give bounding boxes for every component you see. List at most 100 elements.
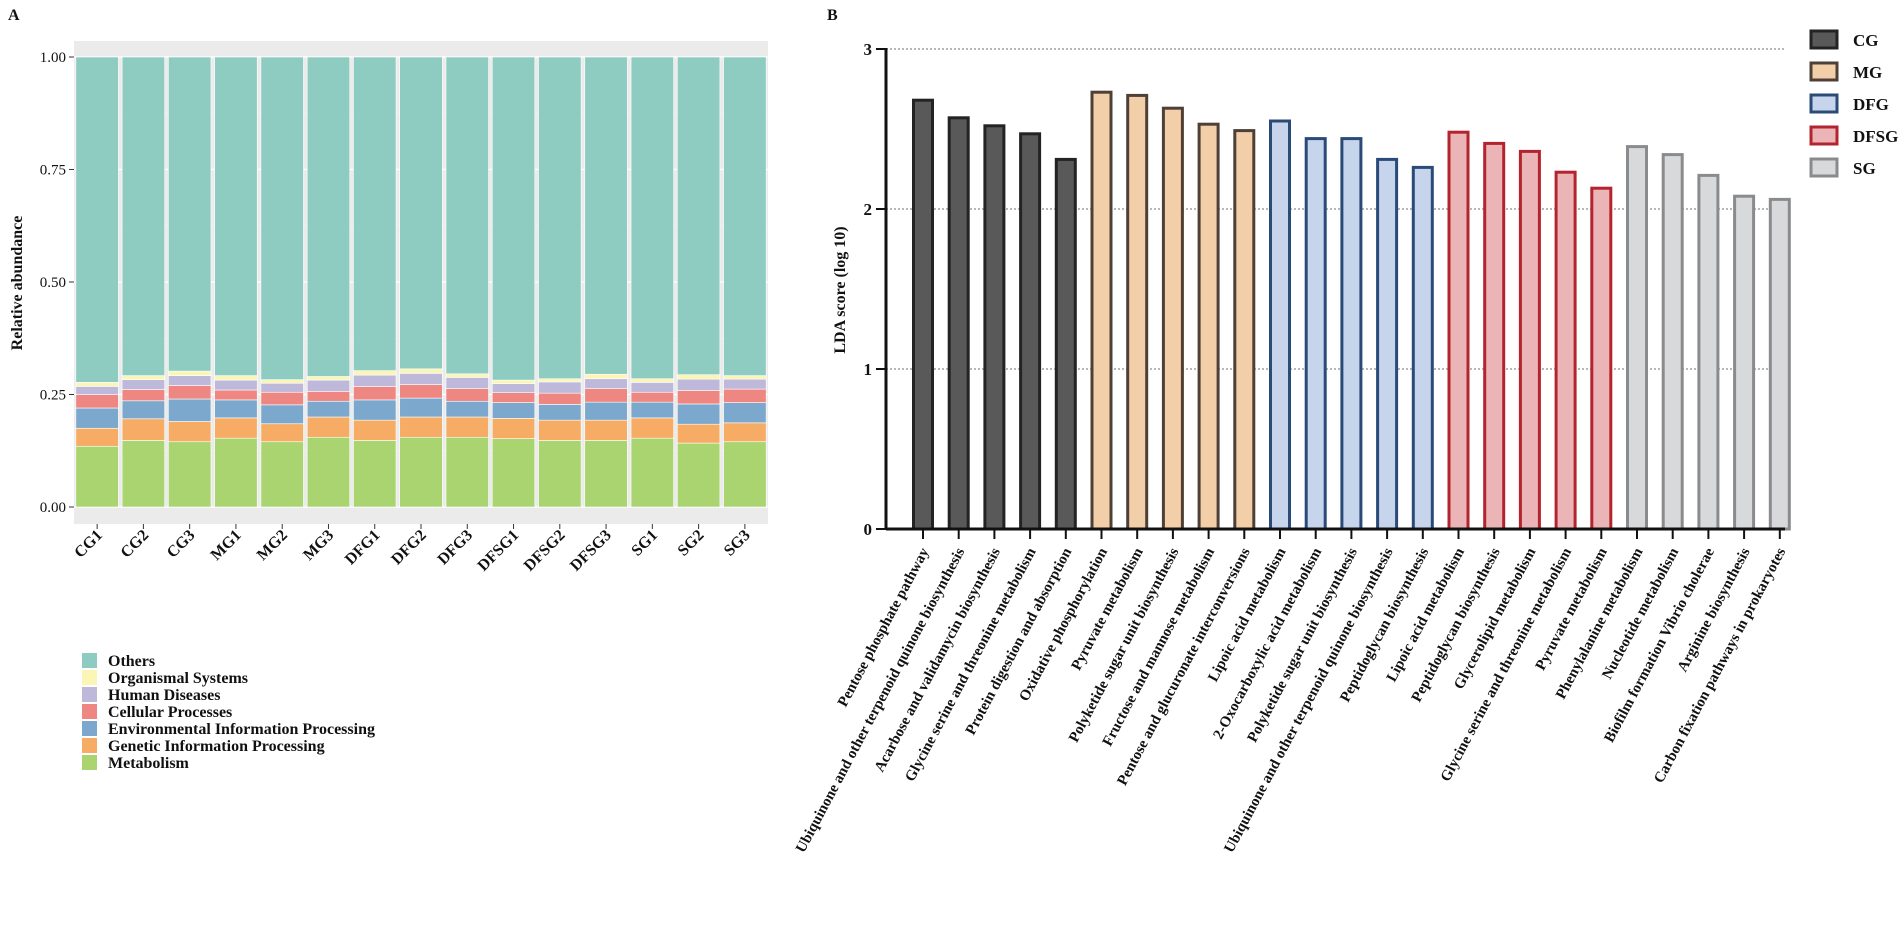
- panel-b-legend-label: CG: [1853, 31, 1879, 50]
- panel-a-y-tick-label: 0.50: [40, 275, 66, 291]
- panel-a-bar-segment: [677, 442, 721, 508]
- panel-a-legend-swatch: [82, 687, 97, 702]
- panel-a-y-tick-label: 1.00: [40, 50, 66, 66]
- panel-b-legend: CG MG DFG DFSG SG: [1809, 29, 1898, 178]
- panel-a-legend-swatch: [82, 653, 97, 668]
- panel-a-bar-segment: [121, 56, 165, 376]
- panel-a-bar-segment: [168, 56, 212, 372]
- panel-a-bar-segment: [260, 379, 304, 384]
- panel-a-bar-segment: [445, 377, 489, 389]
- panel-a-x-ticks: CG1 CG2 CG3 MG1 MG2 MG3 DFG1 DFG2 DFG3DFSG1DFSG2…: [71, 524, 754, 575]
- panel-a-bar-segment: [723, 56, 767, 376]
- panel-a-bar-segment: [584, 378, 628, 389]
- panel-a-x-tick-label: SG1: [628, 527, 661, 560]
- panel-b-bar: [1054, 157, 1077, 531]
- panel-a-bar-segment: [584, 388, 628, 403]
- panel-a-bar-segment: [214, 417, 258, 439]
- panel-a-x-tick-label: MG2: [254, 527, 291, 564]
- panel-b-legend-label: DFSG: [1853, 127, 1898, 146]
- panel-a-bar-segment: [723, 378, 767, 390]
- panel-b-bar: [1233, 129, 1256, 531]
- panel-a-bar-segment: [677, 390, 721, 405]
- panel-a-bar-segment: [491, 379, 536, 385]
- panel-a-bar-segment: [399, 373, 443, 385]
- panel-a-bar-segment: [260, 404, 304, 425]
- panel-a-bar-segment: [538, 56, 582, 380]
- panel-b-y-tick-label: 2: [864, 200, 873, 219]
- panel-a-bar-segment: [723, 441, 767, 508]
- panel-a-y-axis-title: Relative abundance: [9, 216, 26, 351]
- panel-a-bar-segment: [306, 391, 351, 402]
- panel-a-bar-segment: [723, 388, 767, 403]
- panel-a-y-ticks: 0.00 0.25 0.50 0.75 1.00: [40, 50, 74, 516]
- panel-b-bar: [1768, 197, 1791, 531]
- panel-a-x-tick-label: DFSG2: [521, 527, 569, 575]
- panel-a-bar-segment: [214, 375, 258, 381]
- panel-b-bar: [1483, 141, 1506, 531]
- panel-a-bar-segment: [584, 373, 628, 380]
- panel-b-y-tick-label: 3: [864, 40, 873, 59]
- panel-a-legend-label: Metabolism: [108, 755, 190, 772]
- panel-b-bar: [1090, 90, 1113, 531]
- panel-a-legend-label: Cellular Processes: [108, 704, 232, 721]
- panel-a-bar-segment: [445, 436, 489, 508]
- panel-a-bar-segment: [168, 385, 212, 400]
- panel-a-bar-segment: [168, 375, 212, 386]
- panel-b-legend-swatch: [1809, 125, 1839, 146]
- panel-a-y-tick-label: 0.75: [40, 163, 66, 179]
- panel-b-bar: [1376, 157, 1399, 531]
- panel-b-y-tick-label: 1: [864, 360, 873, 379]
- panel-a-bar-segment: [353, 374, 397, 387]
- panel-a-bar-segment: [399, 368, 443, 374]
- panel-a-bar-segment: [353, 440, 397, 508]
- panel-b-legend-label: MG: [1853, 63, 1882, 82]
- panel-a-bar-segment: [121, 418, 165, 441]
- panel-a-legend-swatch: [82, 721, 97, 736]
- panel-a-bar-segment: [445, 400, 489, 418]
- panel-a-bar-segment: [214, 437, 258, 508]
- panel-a-bar-segment: [75, 56, 119, 383]
- panel-b-bar: [1697, 173, 1720, 531]
- panel-b-x-tick-label: Ubiquinone and other terpenoid quinone b…: [1222, 545, 1397, 855]
- panel-b-y-tick-label: 0: [864, 520, 873, 539]
- panel-a-bar-segment: [723, 375, 767, 380]
- panel-b-y-axis-title: LDA score (log 10): [832, 226, 849, 353]
- panel-a-bar-segment: [491, 392, 536, 403]
- panel-a-bar-segment: [677, 403, 721, 425]
- panel-a-bar-segment: [260, 423, 304, 443]
- panel-a-y-tick-label: 0.00: [40, 500, 66, 516]
- panel-a-bar-segment: [630, 391, 674, 403]
- panel-b-bar: [1126, 93, 1149, 531]
- panel-b-bar: [912, 98, 934, 531]
- panel-a-bar-segment: [630, 382, 674, 393]
- panel-a-bar-segment: [214, 389, 258, 401]
- panel-a-bar-segment: [491, 383, 536, 394]
- panel-b: B 0 1 2 3 Pentose phosphate pathwayUbiquino…: [793, 7, 1898, 856]
- panel-a-bar-segment: [75, 394, 119, 409]
- panel-a-bar-segment: [353, 370, 397, 376]
- panel-a-bar-segment: [306, 376, 351, 381]
- panel-a-bar-segment: [491, 438, 536, 508]
- panel-a-bar-segment: [75, 382, 119, 387]
- panel-a-bar-segment: [723, 422, 767, 443]
- panel-a-letter: A: [8, 7, 20, 24]
- panel-a-legend-label: Human Diseases: [108, 687, 220, 704]
- panel-a-bar-segment: [584, 56, 628, 375]
- panel-a-bars: [75, 56, 767, 508]
- panel-a-bar-segment: [353, 419, 397, 441]
- panel-a-legend-label: Environmental Information Processing: [108, 721, 375, 738]
- panel-b-bar: [1447, 130, 1470, 531]
- panel-a-bar-segment: [121, 375, 165, 380]
- panel-a-bar-segment: [584, 401, 628, 421]
- panel-a-x-tick-label: SG3: [721, 527, 754, 560]
- panel-a-bar-segment: [677, 56, 721, 376]
- panel-a-bar-segment: [353, 399, 397, 421]
- panel-a-x-tick-label: DFSG1: [475, 527, 523, 575]
- panel-a-bar-segment: [538, 381, 582, 394]
- panel-b-axes: [884, 48, 1785, 531]
- panel-a-bar-segment: [630, 378, 674, 383]
- panel-b-bar: [1661, 153, 1684, 531]
- panel-a-bar-segment: [75, 445, 119, 508]
